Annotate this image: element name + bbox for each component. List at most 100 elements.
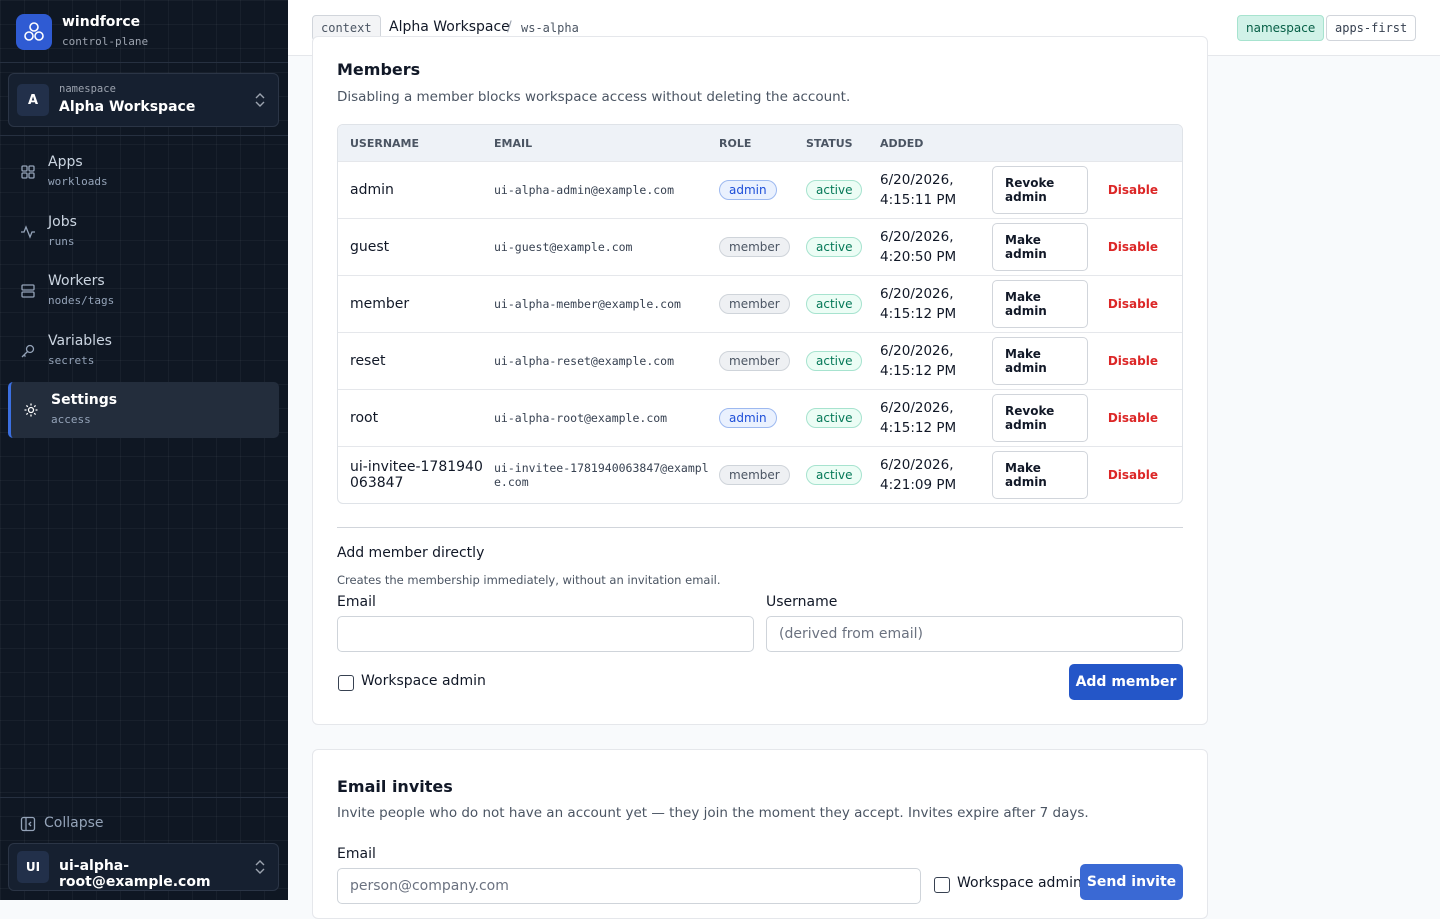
email: ui-alpha-reset@example.com <box>494 354 675 368</box>
brand-name: windforce <box>62 14 141 30</box>
table-header: USERNAME EMAIL ROLE STATUS ADDED <box>338 125 1182 161</box>
role-badge: admin <box>719 408 777 428</box>
field-label: Username <box>766 594 838 610</box>
disable-button[interactable]: Disable <box>1107 354 1158 368</box>
role-button[interactable]: Revoke admin <box>992 394 1088 442</box>
checkbox-label: Workspace admin <box>361 673 486 689</box>
placeholder: (derived from email) <box>779 626 923 642</box>
role-button[interactable]: Make admin <box>992 280 1088 328</box>
actions: Revoke admin Disable <box>992 394 1182 442</box>
role-button[interactable]: Make admin <box>992 451 1088 499</box>
table-row: member ui-alpha-member@example.com member a… <box>338 275 1182 332</box>
status-cell: active <box>806 351 880 371</box>
email: ui-invitee-1781940063847@example.com <box>494 461 709 489</box>
nav-item[interactable]: Settings access <box>8 382 279 438</box>
email-input[interactable] <box>337 616 754 652</box>
nav-icon <box>21 224 35 239</box>
actions: Make admin Disable <box>992 337 1182 385</box>
nav-item[interactable]: Jobs runs <box>8 204 279 260</box>
email: ui-alpha-member@example.com <box>494 297 681 311</box>
nav-icon <box>21 165 35 179</box>
collapse[interactable]: Collapse <box>44 815 104 831</box>
role-button[interactable]: Revoke admin <box>992 166 1088 214</box>
username: member <box>350 296 410 312</box>
status-badge: active <box>806 408 863 428</box>
table-row: reset ui-alpha-reset@example.com member act… <box>338 332 1182 389</box>
brand-glyph <box>24 22 44 41</box>
nav-item[interactable]: Workers nodes/tags <box>8 263 279 319</box>
send-invite-button[interactable]: Send invite <box>1080 864 1183 900</box>
email: ui-alpha-root@example.com <box>494 411 668 425</box>
actions: Make admin Disable <box>992 223 1182 271</box>
divider <box>0 62 288 63</box>
user-menu[interactable]: UI ui-alpha-root@example.com <box>8 843 279 891</box>
section-description: Disabling a member blocks workspace acce… <box>337 89 851 105</box>
namespace-switcher[interactable]: A namespace Alpha Workspace <box>8 73 279 127</box>
section-title: Members <box>337 60 421 79</box>
invites-card: Email invites Invite people who do not h… <box>312 749 1208 919</box>
role-badge: member <box>719 465 790 485</box>
brand-sub: control-plane <box>62 35 149 48</box>
added: 6/20/2026, 4:15:11 PM <box>880 172 957 208</box>
role-cell: member <box>719 237 806 257</box>
chevrons <box>255 93 265 107</box>
role-badge: member <box>719 351 790 371</box>
role-cell: member <box>719 465 806 485</box>
nav-label: Jobs <box>48 213 77 230</box>
user-email: ui-alpha-root@example.com <box>59 858 211 890</box>
disable-button[interactable]: Disable <box>1107 297 1158 311</box>
namespace-name: Alpha Workspace <box>59 99 196 115</box>
username: root <box>350 410 379 426</box>
section-title: Email invites <box>337 777 453 796</box>
column-header: ROLE <box>719 136 752 150</box>
admin-checkbox[interactable] <box>934 877 950 893</box>
column-header: EMAIL <box>494 136 533 150</box>
username: ui-invitee-1781940063847 <box>350 459 483 491</box>
role-button[interactable]: Make admin <box>992 337 1088 385</box>
admin-checkbox[interactable] <box>338 675 354 691</box>
add-member-button[interactable]: Add member <box>1069 664 1183 700</box>
added: 6/20/2026, 4:15:12 PM <box>880 400 957 436</box>
username: reset <box>350 353 386 369</box>
added: 6/20/2026, 4:15:12 PM <box>880 286 957 322</box>
nav-sub: nodes/tags <box>48 294 115 307</box>
placeholder: person@company.com <box>350 878 509 894</box>
disable-button[interactable]: Disable <box>1107 240 1158 254</box>
brand-icon <box>16 14 52 50</box>
namespace-label: namespace <box>59 83 116 95</box>
context-chip: context <box>312 15 381 41</box>
column-header: ADDED <box>880 136 924 150</box>
section-description: Invite people who do not have an account… <box>337 805 1089 821</box>
username: guest <box>350 239 390 255</box>
badge: apps-first <box>1326 15 1417 41</box>
namespace-avatar: A <box>17 84 49 116</box>
email: ui-alpha-admin@example.com <box>494 183 675 197</box>
collapse-icon <box>20 816 36 832</box>
table-row: ui-invitee-1781940063847 ui-invitee-17819… <box>338 446 1182 503</box>
nav-icon <box>24 403 38 417</box>
invite-email-input[interactable]: person@company.com <box>337 868 921 904</box>
actions: Make admin Disable <box>992 280 1182 328</box>
role-button[interactable]: Make admin <box>992 223 1088 271</box>
added: 6/20/2026, 4:20:50 PM <box>880 229 957 265</box>
status-cell: active <box>806 294 880 314</box>
username-input[interactable]: (derived from email) <box>766 616 1183 652</box>
disable-button[interactable]: Disable <box>1107 183 1158 197</box>
status-cell: active <box>806 408 880 428</box>
status-cell: active <box>806 180 880 200</box>
nav-item[interactable]: Apps workloads <box>8 144 279 200</box>
added: 6/20/2026, 4:21:09 PM <box>880 457 957 493</box>
nav-sub: workloads <box>48 175 108 188</box>
nav-label: Workers <box>48 273 105 289</box>
role-badge: member <box>719 237 790 257</box>
members-card: Members Disabling a member blocks worksp… <box>312 36 1208 725</box>
table-row: admin ui-alpha-admin@example.com admin acti… <box>338 161 1182 218</box>
disable-button[interactable]: Disable <box>1107 411 1158 425</box>
status-badge: active <box>806 351 863 371</box>
nav-item[interactable]: Variables secrets <box>8 323 279 379</box>
disable-button[interactable]: Disable <box>1107 468 1158 482</box>
divider <box>0 135 288 136</box>
nav-label: Settings <box>51 392 118 408</box>
